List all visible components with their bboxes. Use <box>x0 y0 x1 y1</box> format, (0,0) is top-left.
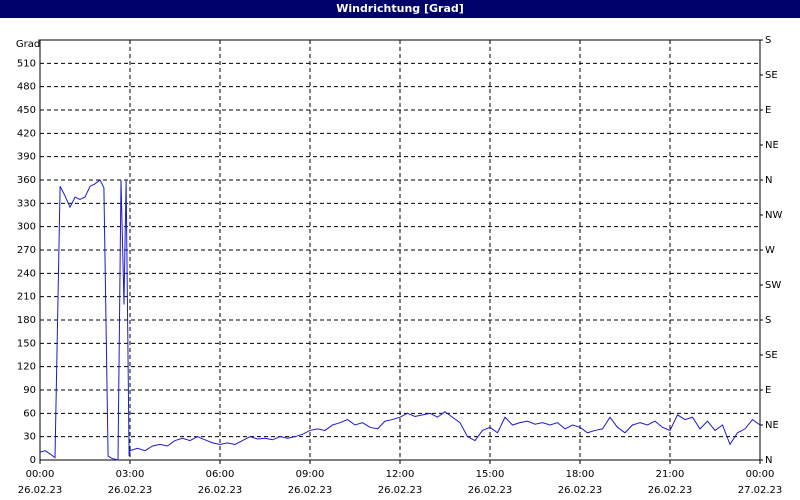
y2-tick-label: NW <box>765 210 782 221</box>
y-tick-label: 480 <box>17 82 36 93</box>
y2-tick-label: W <box>765 245 775 256</box>
y-tick-label: 180 <box>17 315 36 326</box>
y2-tick-label: NE <box>765 420 779 431</box>
x-tick-date: 26.02.23 <box>288 485 333 496</box>
y-tick-label: 450 <box>17 105 36 116</box>
chart-title: Windrichtung [Grad] <box>336 2 464 15</box>
y-tick-label: 300 <box>17 222 36 233</box>
x-tick-label: 06:00 <box>206 469 235 480</box>
y-tick-label: 390 <box>17 152 36 163</box>
x-tick-label: 00:00 <box>26 469 55 480</box>
x-tick-date: 26.02.23 <box>198 485 243 496</box>
y2-tick-label: E <box>765 105 771 116</box>
x-tick-date: 26.02.23 <box>468 485 513 496</box>
y-tick-label: 120 <box>17 362 36 373</box>
x-tick-label: 03:00 <box>116 469 145 480</box>
y-axis-label: Grad <box>16 39 40 50</box>
y-tick-label: 240 <box>17 268 36 279</box>
y-tick-label: 270 <box>17 245 36 256</box>
y-tick-label: 90 <box>23 385 36 396</box>
x-tick-label: 18:00 <box>566 469 595 480</box>
y-tick-label: 210 <box>17 292 36 303</box>
x-tick-label: 12:00 <box>386 469 415 480</box>
x-tick-label: 09:00 <box>296 469 325 480</box>
y-tick-label: 150 <box>17 338 36 349</box>
y-tick-label: 420 <box>17 128 36 139</box>
y2-tick-label: NE <box>765 140 779 151</box>
x-tick-label: 21:00 <box>656 469 685 480</box>
y-tick-label: 330 <box>17 198 36 209</box>
y2-tick-label: E <box>765 385 771 396</box>
y2-tick-label: S <box>765 35 771 46</box>
x-tick-date: 26.02.23 <box>108 485 153 496</box>
y2-tick-label: S <box>765 315 771 326</box>
x-tick-date: 26.02.23 <box>648 485 693 496</box>
y-tick-label: 30 <box>23 432 36 443</box>
y2-tick-label: SE <box>765 350 778 361</box>
y2-tick-label: SW <box>765 280 781 291</box>
y-tick-label: 360 <box>17 175 36 186</box>
y2-tick-label: SE <box>765 70 778 81</box>
x-tick-date: 26.02.23 <box>558 485 603 496</box>
y-tick-label: 60 <box>23 408 36 419</box>
x-tick-date: 27.02.23 <box>738 485 783 496</box>
title-bar <box>0 0 800 18</box>
y-tick-label: 510 <box>17 58 36 69</box>
x-tick-label: 00:00 <box>746 469 775 480</box>
y-tick-label: 0 <box>30 455 36 466</box>
plot-border <box>39 39 761 461</box>
x-tick-date: 26.02.23 <box>18 485 63 496</box>
x-tick-date: 26.02.23 <box>378 485 423 496</box>
y2-tick-label: N <box>765 455 772 466</box>
x-tick-label: 15:00 <box>476 469 505 480</box>
y2-tick-label: N <box>765 175 772 186</box>
data-line <box>39 179 761 461</box>
